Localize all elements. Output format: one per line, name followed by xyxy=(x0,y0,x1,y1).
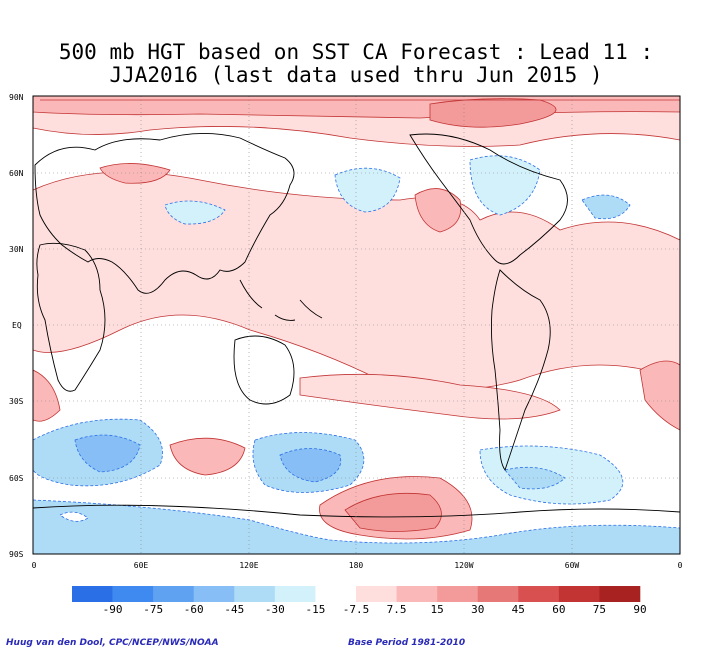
colorbar-label: -60 xyxy=(184,603,204,616)
coastlines xyxy=(33,133,680,518)
colorbar-swatch xyxy=(599,586,641,602)
colorbar-swatch xyxy=(518,586,560,602)
x-tick-label: 60E xyxy=(134,561,149,570)
colorbar-label: 15 xyxy=(431,603,444,616)
colorbar-swatch xyxy=(274,586,316,602)
colorbar-swatch xyxy=(315,586,357,602)
x-tick-label: 120E xyxy=(239,561,258,570)
colorbar-swatch xyxy=(153,586,195,602)
colorbar-label: 60 xyxy=(552,603,565,616)
y-tick-label: 90N xyxy=(9,93,24,102)
x-tick-label: 120W xyxy=(454,561,473,570)
colorbar-label: 7.5 xyxy=(387,603,407,616)
x-tick-label: 60W xyxy=(565,561,580,570)
colorbar-label: 90 xyxy=(633,603,646,616)
colorbar-label: -45 xyxy=(224,603,244,616)
colorbar-label: -30 xyxy=(265,603,285,616)
map-plot xyxy=(33,96,680,554)
map-title-line-1: 500 mb HGT based on SST CA Forecast : Le… xyxy=(58,40,654,64)
y-tick-label: EQ xyxy=(12,321,22,330)
colorbar-swatch xyxy=(558,586,600,602)
colorbar-swatch xyxy=(437,586,479,602)
colorbar-label: -90 xyxy=(103,603,123,616)
x-tick-label: 0 xyxy=(32,561,37,570)
y-tick-label: 30S xyxy=(9,397,24,406)
y-axis-labels: 90N 60N 30N EQ 30S 60S 90S xyxy=(9,93,24,559)
colorbar-swatch xyxy=(112,586,154,602)
y-tick-label: 30N xyxy=(9,245,24,254)
colorbar-swatch xyxy=(234,586,276,602)
map-frame xyxy=(32,95,681,555)
y-tick-label: 90S xyxy=(9,550,24,559)
colorbar-swatch xyxy=(477,586,519,602)
colorbar-swatch xyxy=(356,586,397,602)
x-tick-label: 0 xyxy=(678,561,683,570)
colorbar-swatch xyxy=(72,586,113,602)
y-tick-label: 60N xyxy=(9,169,24,178)
x-tick-label: 180 xyxy=(349,561,364,570)
colorbar-label: 75 xyxy=(593,603,606,616)
negative-anomaly-regions xyxy=(33,155,680,554)
graticule xyxy=(33,96,680,554)
colorbar-swatch xyxy=(193,586,235,602)
colorbar-label: -15 xyxy=(305,603,325,616)
author-credit: Huug van den Dool, CPC/NCEP/NWS/NOAA xyxy=(6,638,219,648)
x-axis-labels: 0 60E 120E 180 120W 60W 0 xyxy=(32,561,683,570)
colorbar-swatch xyxy=(396,586,438,602)
colorbar: -90 -75 -60 -45 -30 -15 -7.5 7.5 15 30 45 60 75 90 xyxy=(72,586,647,616)
map-title-line-2: JJA2016 (last data used thru Jun 2015 ) xyxy=(109,63,603,87)
colorbar-label: 30 xyxy=(471,603,484,616)
base-period-note: Base Period 1981-2010 xyxy=(348,638,466,648)
positive-anomaly-regions xyxy=(33,96,680,540)
colorbar-label: 45 xyxy=(512,603,525,616)
y-tick-label: 60S xyxy=(9,474,24,483)
colorbar-label: -75 xyxy=(143,603,163,616)
colorbar-label: -7.5 xyxy=(343,603,370,616)
